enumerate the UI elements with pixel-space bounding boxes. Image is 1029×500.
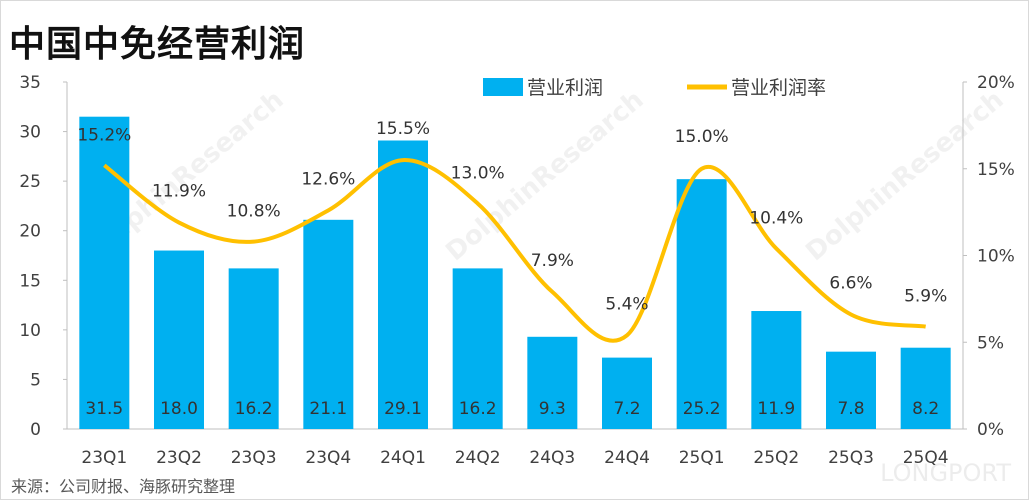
y-left-tick-label: 10 [19, 321, 41, 341]
x-tick-label: 25Q3 [828, 448, 874, 468]
line-label: 11.9% [152, 182, 206, 202]
bar-25Q2 [751, 311, 802, 429]
bar-label: 31.5 [85, 399, 123, 419]
y-left-tick-label: 5 [30, 370, 41, 390]
bar-label: 9.3 [539, 399, 566, 419]
bar-23Q2 [154, 250, 204, 429]
y-left-tick-label: 25 [19, 172, 41, 192]
line-label: 10.8% [227, 202, 281, 222]
legend-bar-label: 营业利润 [527, 77, 603, 99]
watermark-longport: LONGPORT [880, 459, 1011, 487]
bar-label: 8.2 [912, 399, 939, 419]
line-label: 10.4% [749, 209, 803, 229]
bar-25Q3 [826, 351, 876, 429]
bar-label: 29.1 [384, 399, 422, 419]
bar-23Q3 [228, 268, 279, 429]
x-tick-label: 23Q1 [81, 448, 127, 468]
bar-label: 21.1 [309, 399, 347, 419]
x-tick-label: 23Q4 [305, 448, 351, 468]
bar-label: 18.0 [160, 399, 198, 419]
bar-label: 7.2 [613, 399, 640, 419]
y-left-tick-label: 0 [30, 420, 41, 440]
bar-25Q4 [900, 347, 951, 429]
x-tick-label: 23Q3 [231, 448, 277, 468]
margin-line [103, 158, 926, 343]
legend-bar-swatch [483, 78, 523, 96]
bar-24Q4 [602, 357, 652, 429]
x-tick-label: 24Q3 [529, 448, 575, 468]
y-right-tick-label: 20% [977, 73, 1015, 93]
bar-24Q3 [527, 336, 578, 429]
line-label: 12.6% [301, 169, 355, 189]
x-tick-label: 24Q1 [380, 448, 426, 468]
x-tick-label: 25Q4 [903, 448, 949, 468]
bar-23Q1 [79, 116, 130, 429]
bar-24Q2 [452, 268, 503, 429]
line-label: 15.2% [77, 125, 131, 145]
bar-label: 11.9 [757, 399, 795, 419]
y-right-tick-label: 5% [977, 333, 1004, 353]
bar-label: 16.2 [459, 399, 497, 419]
bar-23Q4 [303, 219, 354, 429]
y-left-tick-label: 30 [19, 123, 41, 143]
chart-title: 中国中免经营利润 [9, 24, 306, 65]
bar-label: 25.2 [683, 399, 721, 419]
x-tick-label: 23Q2 [156, 448, 202, 468]
y-left-tick-label: 20 [19, 222, 41, 242]
bar-label: 7.8 [837, 399, 864, 419]
x-tick-label: 25Q2 [753, 448, 799, 468]
y-left-tick-label: 35 [19, 73, 41, 93]
line-label: 6.6% [829, 273, 872, 293]
y-right-tick-label: 0% [977, 420, 1004, 440]
x-tick-label: 24Q4 [604, 448, 650, 468]
bar-25Q1 [676, 179, 727, 429]
y-right-tick-label: 15% [977, 160, 1015, 180]
bar-24Q1 [378, 140, 428, 429]
x-tick-label: 24Q2 [455, 448, 501, 468]
legend-line-label: 营业利润率 [731, 77, 826, 99]
bar-label: 16.2 [235, 399, 273, 419]
line-label: 5.9% [904, 287, 947, 307]
line-label: 13.0% [451, 163, 505, 183]
y-left-tick-label: 15 [19, 271, 41, 291]
x-tick-label: 25Q1 [679, 448, 725, 468]
line-label: 7.9% [531, 251, 574, 271]
line-label: 5.4% [605, 294, 648, 314]
line-label: 15.5% [376, 119, 430, 139]
line-label: 15.0% [675, 127, 729, 147]
y-right-tick-label: 10% [977, 247, 1015, 267]
source-note: 来源：公司财报、海豚研究整理 [11, 477, 236, 496]
